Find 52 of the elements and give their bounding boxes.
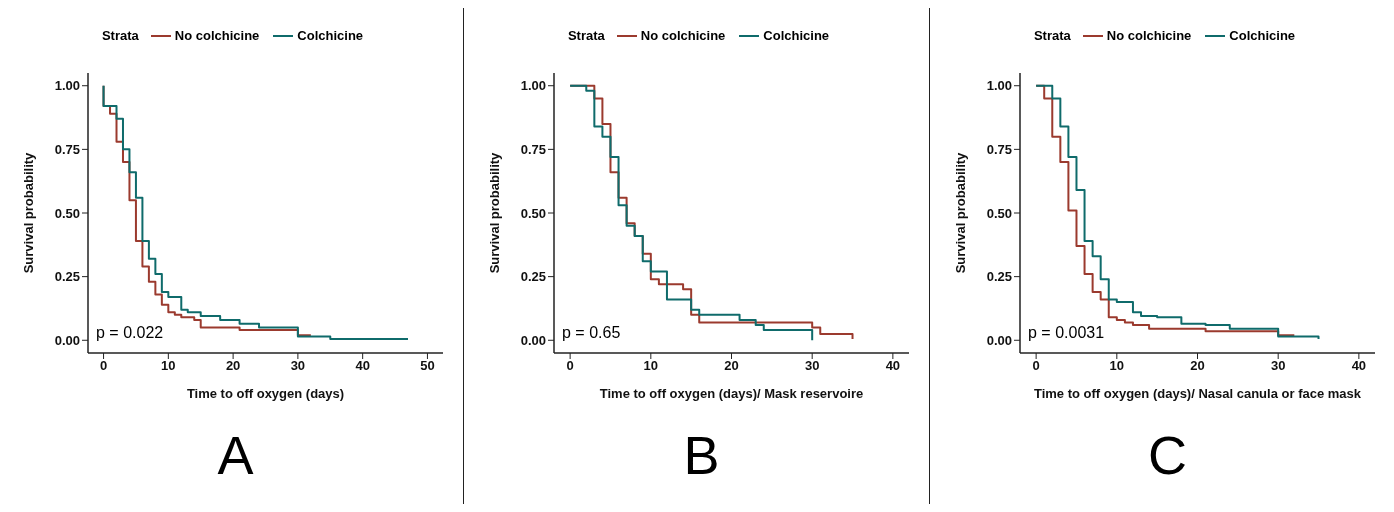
y-tick-label: 0.75 — [54, 141, 80, 157]
x-tick-label: 0 — [1032, 358, 1040, 374]
x-tick-label: 30 — [290, 358, 306, 374]
x-tick-label: 30 — [804, 358, 820, 374]
x-tick-label: 40 — [885, 358, 901, 374]
x-tick-label: 20 — [1190, 358, 1205, 374]
text: C — [1147, 424, 1188, 486]
text: A — [216, 424, 255, 486]
y-tick-label: 0.25 — [986, 269, 1012, 285]
x-tick-label: 10 — [1109, 358, 1125, 374]
y-axis-title: Survival probability — [20, 151, 36, 274]
annotation: p = 0.65 — [562, 324, 621, 342]
legend-title: Strata — [567, 28, 605, 43]
y-tick-label: 0.50 — [986, 205, 1012, 221]
y-tick-label: 1.00 — [520, 78, 546, 94]
y-axis-title: Survival probability — [952, 151, 968, 274]
x-tick-label: 50 — [420, 358, 435, 374]
text: B — [682, 424, 721, 486]
y-tick-label: 1.00 — [986, 78, 1012, 94]
y-tick-label: 0.00 — [54, 332, 80, 348]
legend-label: No colchicine — [640, 28, 726, 43]
y-tick-label: 0.00 — [986, 332, 1012, 348]
y-tick-label: 0.75 — [520, 141, 546, 157]
x-tick-label: 40 — [1351, 358, 1367, 374]
y-tick-label: 0.00 — [520, 332, 546, 348]
x-tick-label: 30 — [1270, 358, 1286, 374]
y-tick-label: 0.50 — [54, 205, 80, 221]
y-tick-label: 0.75 — [986, 141, 1012, 157]
annotation: p = 0.0031 — [1028, 324, 1105, 342]
legend-title: Strata — [1033, 28, 1071, 43]
legend-title: Strata — [101, 28, 139, 43]
annotation: p = 0.022 — [96, 324, 164, 342]
legend-label: Colchicine — [297, 28, 364, 43]
x-tick-label: 0 — [99, 358, 108, 374]
x-tick-label: 20 — [225, 358, 241, 374]
x-tick-label: 20 — [724, 358, 739, 374]
legend-label: No colchicine — [174, 28, 260, 43]
x-tick-label: 10 — [643, 358, 659, 374]
legend-label: Colchicine — [1229, 28, 1296, 43]
x-tick-label: 10 — [161, 358, 176, 374]
legend-label: Colchicine — [763, 28, 830, 43]
x-axis-title: Time to off oxygen (days) — [186, 386, 345, 401]
x-tick-label: 0 — [566, 358, 574, 374]
legend-label: No colchicine — [1106, 28, 1192, 43]
y-tick-label: 0.25 — [54, 269, 80, 285]
y-tick-label: 1.00 — [54, 78, 80, 94]
y-tick-label: 0.50 — [520, 205, 546, 221]
y-axis-title: Survival probability — [486, 151, 502, 274]
x-axis-title: Time to off oxygen (days)/ Nasal canula or face mask — [1033, 386, 1362, 401]
x-axis-title: Time to off oxygen (days)/ Mask reservoire — [599, 386, 864, 401]
x-tick-label: 40 — [355, 358, 370, 374]
y-tick-label: 0.25 — [520, 269, 546, 285]
